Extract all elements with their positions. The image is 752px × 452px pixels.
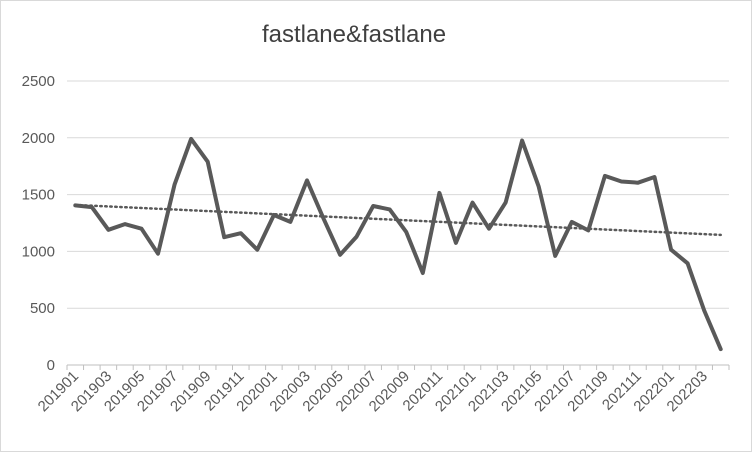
series-line xyxy=(73,136,723,352)
y-tick-label: 2500 xyxy=(22,73,55,90)
chart-title: fastlane&fastlane xyxy=(261,21,447,48)
y-tick-label: 1500 xyxy=(22,187,55,204)
y-tick-label: 500 xyxy=(30,300,55,317)
trendline xyxy=(74,203,722,237)
y-tick-label: 2000 xyxy=(22,130,55,147)
y-tick-label: 0 xyxy=(47,357,55,374)
y-tick-label: 1000 xyxy=(22,243,55,260)
